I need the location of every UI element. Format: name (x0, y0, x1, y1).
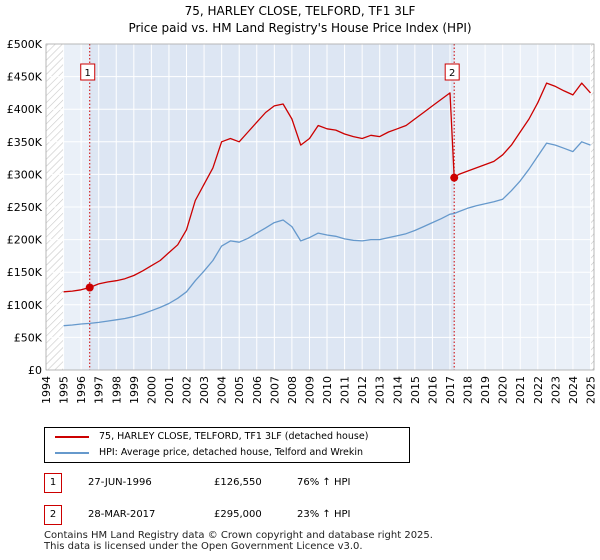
x-tick-label: 1997 (93, 376, 106, 404)
x-tick-label: 2018 (462, 376, 475, 404)
x-tick-label: 2007 (268, 376, 281, 404)
sale-point (450, 173, 459, 182)
transaction-price: £295,000 (214, 509, 262, 520)
y-tick-label: £300K (7, 168, 43, 181)
sale-marker-label: 1 (85, 68, 91, 79)
y-tick-label: £450K (7, 71, 43, 84)
x-tick-label: 2024 (567, 376, 580, 404)
price-chart: £0 £50K £100K £150K £200K £250K £300K £350K £400… (7, 38, 598, 404)
y-tick-label: £100K (7, 299, 43, 312)
hpi-line (63, 141, 591, 327)
x-tick-label: 1999 (128, 376, 141, 404)
sale-marker-label: 2 (449, 68, 455, 79)
x-tick-label: 2001 (163, 376, 176, 404)
transaction-hpi-change: 76% ↑ HPI (297, 477, 351, 488)
sale-point (85, 283, 94, 292)
x-tick-label: 2004 (216, 376, 229, 404)
y-tick-label: £50K (14, 331, 43, 344)
legend-swatch-hpi (55, 451, 89, 454)
chart-title-block: 75, HARLEY CLOSE, TELFORD, TF1 3LF Price… (0, 3, 600, 37)
x-tick-label: 2012 (356, 376, 369, 404)
x-tick-label: 2005 (233, 376, 246, 404)
legend-label-hpi: HPI: Average price, detached house, Telf… (99, 447, 364, 458)
x-tick-label: 2016 (426, 376, 439, 404)
footer: Contains HM Land Registry data © Crown c… (44, 530, 433, 552)
y-tick-label: £400K (7, 103, 43, 116)
x-tick-label: 2022 (532, 376, 545, 404)
x-tick-label: 2008 (286, 376, 299, 404)
x-tick-label: 2010 (321, 376, 334, 404)
x-tick-label: 2009 (303, 376, 316, 404)
transaction-badge: 1 (44, 473, 62, 493)
legend-item-hpi: HPI: Average price, detached house, Telf… (55, 445, 363, 461)
x-tick-label: 2011 (339, 376, 352, 404)
x-tick-label: 2023 (549, 376, 562, 404)
legend-label-property: 75, HARLEY CLOSE, TELFORD, TF1 3LF (deta… (99, 431, 369, 442)
sale-marker-box (444, 63, 460, 81)
chart-subtitle: Price paid vs. HM Land Registry's House … (128, 21, 472, 35)
y-tick-label: £200K (7, 234, 43, 247)
x-tick-label: 1998 (110, 376, 123, 404)
y-tick-label: £350K (7, 136, 43, 149)
legend: 75, HARLEY CLOSE, TELFORD, TF1 3LF (deta… (44, 427, 410, 463)
x-tick-label: 2017 (444, 376, 457, 404)
y-tick-label: £0 (28, 364, 42, 377)
footer-copyright: Contains HM Land Registry data © Crown c… (44, 530, 433, 541)
transaction-date: 28-MAR-2017 (88, 509, 156, 520)
footer-license: This data is licensed under the Open Gov… (44, 541, 363, 552)
property-price-line (63, 82, 591, 293)
transaction-price: £126,550 (214, 477, 262, 488)
x-tick-label: 2003 (198, 376, 211, 404)
plot-frame (45, 43, 595, 371)
transaction-date: 27-JUN-1996 (88, 477, 152, 488)
legend-item-property: 75, HARLEY CLOSE, TELFORD, TF1 3LF (deta… (55, 429, 368, 445)
transaction-hpi-change: 23% ↑ HPI (297, 509, 351, 520)
legend-swatch-property (55, 435, 89, 438)
x-tick-label: 1995 (58, 376, 71, 404)
x-tick-label: 2013 (374, 376, 387, 404)
x-tick-label: 2019 (479, 376, 492, 404)
x-tick-label: 1994 (40, 376, 53, 404)
x-tick-label: 2006 (251, 376, 264, 404)
sale-marker-box (80, 63, 96, 81)
transaction-badge: 2 (44, 505, 62, 525)
x-tick-label: 2025 (584, 376, 597, 404)
y-tick-label: £150K (7, 266, 43, 279)
x-tick-label: 2020 (497, 376, 510, 404)
y-tick-label: £250K (7, 201, 43, 214)
y-tick-label: £500K (7, 38, 43, 51)
x-tick-label: 2014 (391, 376, 404, 404)
x-tick-label: 2015 (409, 376, 422, 404)
chart-title: 75, HARLEY CLOSE, TELFORD, TF1 3LF (184, 4, 416, 18)
x-tick-label: 2000 (145, 376, 158, 404)
x-tick-label: 2021 (514, 376, 527, 404)
x-tick-label: 1996 (75, 376, 88, 404)
x-tick-label: 2002 (181, 376, 194, 404)
